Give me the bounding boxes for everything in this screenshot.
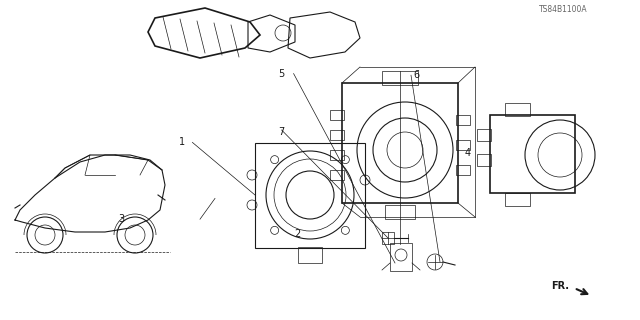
Text: FR.: FR.	[551, 281, 569, 291]
Text: 4: 4	[464, 148, 470, 158]
Text: 2: 2	[294, 228, 301, 239]
Text: 5: 5	[278, 68, 285, 79]
Text: 7: 7	[278, 127, 285, 137]
Text: 6: 6	[413, 70, 419, 80]
Text: TS84B1100A: TS84B1100A	[539, 5, 588, 14]
Text: 1: 1	[179, 137, 186, 148]
Text: 3: 3	[118, 214, 125, 224]
